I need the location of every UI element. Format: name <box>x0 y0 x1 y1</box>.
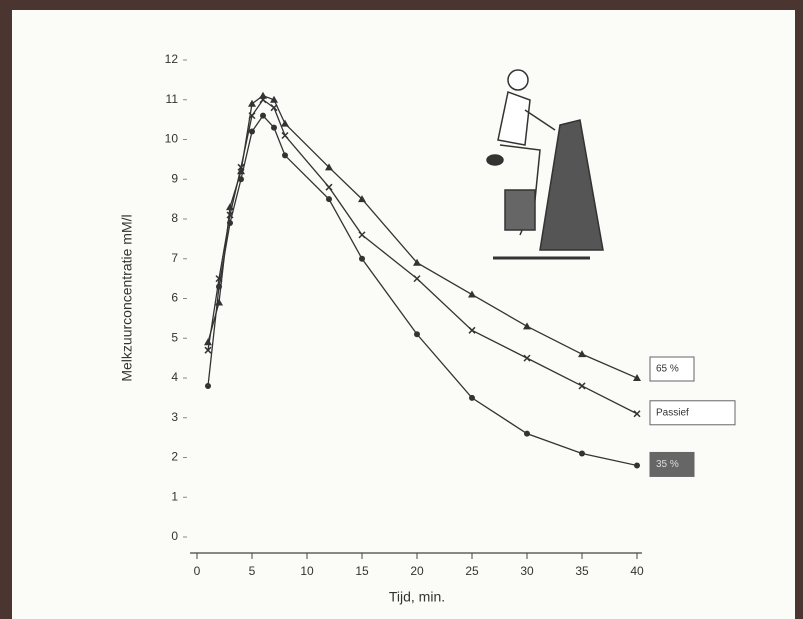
x-tick-label: 35 <box>575 564 589 578</box>
legend-box <box>649 451 695 477</box>
y-tick-label: 2 <box>171 450 178 464</box>
marker <box>259 96 267 104</box>
marker <box>359 255 365 262</box>
marker <box>524 430 530 437</box>
y-tick-label: 8 <box>171 211 178 225</box>
x-axis-label: Tijd, min. <box>389 589 445 605</box>
card <box>12 10 795 619</box>
legend-box <box>649 400 736 426</box>
x-tick-label: 15 <box>355 564 369 578</box>
marker <box>270 95 278 103</box>
marker <box>216 283 222 290</box>
marker <box>271 124 277 131</box>
legend-label: 65 % <box>656 364 679 375</box>
marker <box>270 104 278 112</box>
x-tick-label: 25 <box>465 564 479 578</box>
x-tick-label: 0 <box>194 564 201 578</box>
y-tick-label: 10 <box>165 132 179 146</box>
legend-label: 35 % <box>656 459 679 470</box>
y-tick-label: 7 <box>171 251 178 265</box>
y-tick-label: 6 <box>171 291 178 305</box>
marker <box>238 176 244 183</box>
marker <box>281 131 289 140</box>
marker <box>414 331 420 338</box>
marker <box>413 275 421 283</box>
marker <box>325 183 333 191</box>
marker <box>469 394 475 401</box>
marker <box>326 196 332 203</box>
marker <box>523 354 531 362</box>
marker <box>579 450 585 457</box>
y-tick-label: 0 <box>171 529 178 543</box>
y-tick-label: 3 <box>171 410 178 424</box>
marker <box>248 99 256 107</box>
x-tick-label: 20 <box>410 564 424 578</box>
marker <box>358 231 366 239</box>
marker <box>205 382 211 389</box>
marker <box>633 374 641 381</box>
marker <box>282 152 288 159</box>
marker <box>358 195 366 203</box>
marker <box>523 322 531 330</box>
marker <box>413 258 421 266</box>
legend-box <box>649 356 695 382</box>
marker <box>204 346 212 354</box>
legend-label: Passief <box>656 407 689 418</box>
y-tick-label: 9 <box>171 171 178 185</box>
marker <box>578 350 586 358</box>
cyclist-illustration <box>486 69 604 260</box>
marker <box>281 119 289 127</box>
y-tick-label: 11 <box>166 92 179 106</box>
marker <box>634 462 640 469</box>
y-tick-label: 4 <box>171 370 178 384</box>
x-tick-label: 40 <box>630 564 644 578</box>
marker <box>468 290 476 298</box>
x-tick-label: 30 <box>520 564 534 578</box>
marker <box>249 128 255 135</box>
x-tick-label: 10 <box>300 564 314 578</box>
marker <box>578 382 586 390</box>
marker <box>227 219 233 226</box>
marker <box>260 112 266 119</box>
y-tick-label: 1 <box>171 489 178 503</box>
x-tick-label: 5 <box>249 564 256 578</box>
y-axis-label: Melkzuurconcentratie mM/l <box>119 214 135 381</box>
marker <box>204 338 212 346</box>
marker <box>325 163 333 171</box>
y-tick-label: 5 <box>171 330 178 344</box>
marker <box>248 112 256 120</box>
y-tick-label: 12 <box>165 52 179 66</box>
marker <box>468 326 476 334</box>
marker <box>633 410 641 418</box>
